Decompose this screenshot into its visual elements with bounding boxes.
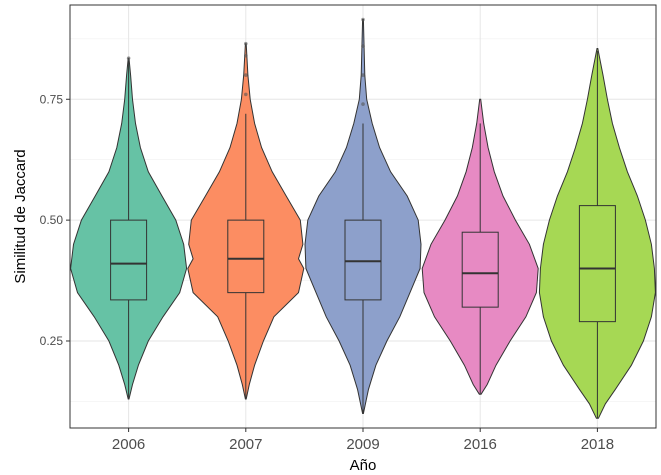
outlier-point — [361, 17, 365, 22]
x-axis-title: Año — [350, 457, 377, 474]
box-2018 — [578, 205, 616, 323]
outlier-point — [244, 73, 248, 77]
x-axis-ticks: 2006 2007 2009 2016 2018 — [112, 428, 614, 453]
y-tick-label: 0.25 — [40, 334, 64, 348]
outlier-point — [361, 73, 365, 77]
outlier-point — [244, 41, 248, 46]
x-tick-label: 2006 — [112, 436, 145, 453]
x-tick-label: 2007 — [229, 436, 262, 453]
y-tick-label: 0.50 — [40, 213, 64, 227]
violins — [70, 17, 656, 419]
outlier-point — [244, 92, 248, 97]
x-tick-label: 2018 — [581, 436, 614, 453]
box-2016 — [461, 231, 499, 308]
box-2006 — [110, 219, 148, 301]
outlier-point — [244, 53, 248, 58]
outlier-point — [361, 44, 365, 48]
outlier-point — [126, 56, 131, 60]
x-tick-label: 2016 — [464, 436, 497, 453]
box-2009 — [344, 219, 382, 301]
y-axis-ticks: 0.25 0.50 0.75 — [40, 92, 70, 348]
y-tick-label: 0.75 — [40, 92, 64, 106]
x-tick-label: 2009 — [346, 436, 379, 453]
box-2007 — [227, 219, 265, 294]
y-axis-title: Similitud de Jaccard — [12, 149, 29, 283]
outlier-point — [361, 102, 365, 106]
